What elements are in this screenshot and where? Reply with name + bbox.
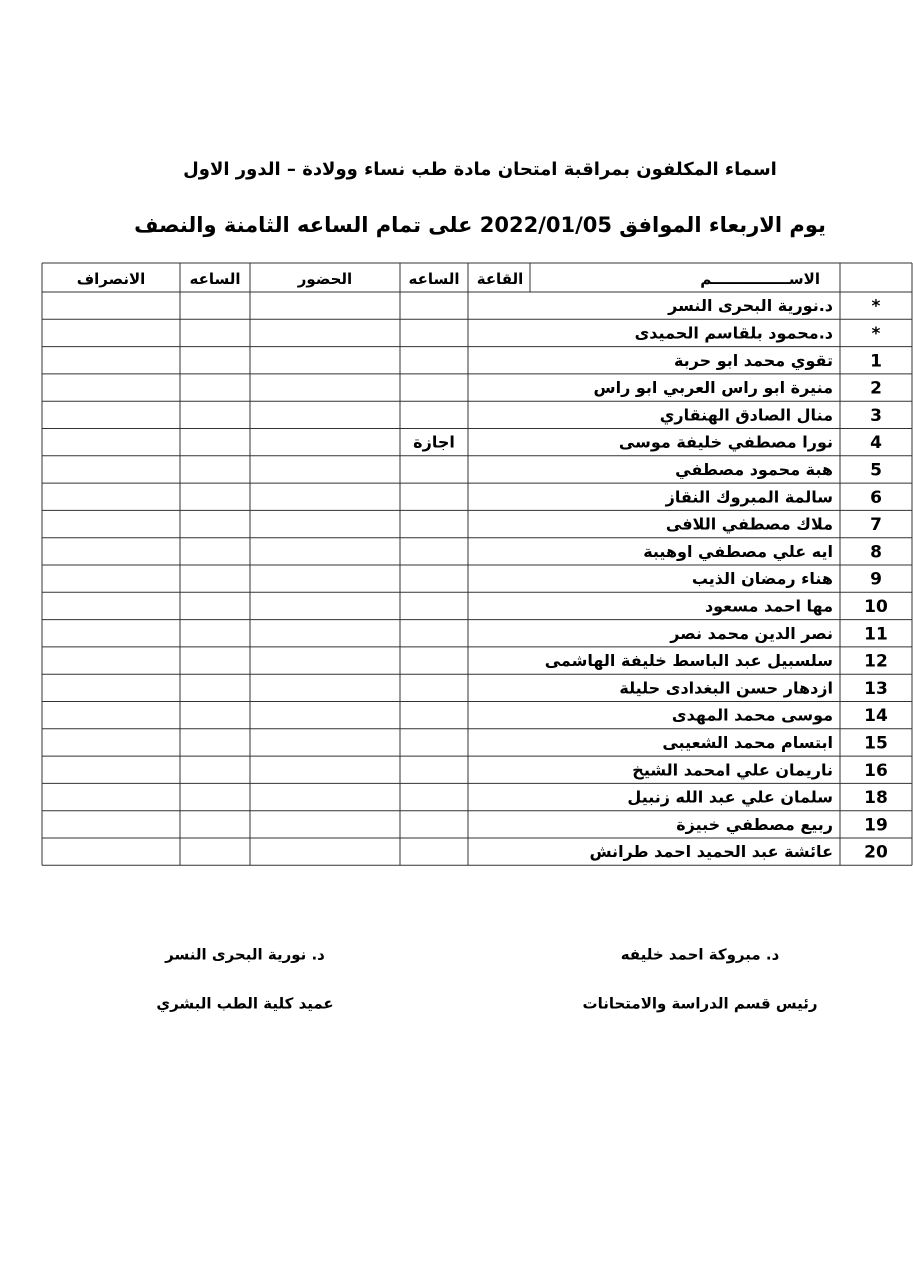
row-number: 16 bbox=[864, 761, 888, 781]
column-header: الساعه bbox=[189, 270, 240, 288]
row-number: * bbox=[872, 324, 881, 344]
row-number: 18 bbox=[864, 788, 888, 808]
proctor-name: تقوي محمد ابو حربة bbox=[674, 351, 833, 371]
proctor-name: هناء رمضان الذيب bbox=[692, 569, 833, 588]
column-header: الاســـــــــــــــم bbox=[700, 270, 820, 288]
column-header: الحضور bbox=[297, 270, 352, 288]
proctor-name: موسى محمد المهدى bbox=[672, 706, 833, 725]
signature-role: عميد كلية الطب البشري bbox=[156, 995, 333, 1014]
row-number: 2 bbox=[870, 379, 882, 399]
proctor-name: ابتسام محمد الشعيبى bbox=[662, 733, 833, 752]
row-number: 11 bbox=[864, 624, 888, 644]
row-number: 15 bbox=[864, 733, 888, 753]
row-number: 6 bbox=[870, 488, 882, 508]
row-number: 1 bbox=[870, 351, 882, 371]
proctor-name: نصر الدين محمد نصر bbox=[669, 624, 833, 643]
proctor-name: ملاك مصطفي اللافى bbox=[666, 515, 833, 535]
proctor-name: د.نورية البحرى النسر bbox=[667, 296, 833, 315]
proctor-name: سالمة المبروك النقاز bbox=[665, 487, 833, 506]
proctor-name: مها احمد مسعود bbox=[705, 596, 833, 615]
proctor-name: ايه علي مصطفي اوهيبة bbox=[643, 542, 833, 562]
proctor-name: سلسبيل عبد الباسط خليفة الهاشمى bbox=[545, 651, 833, 670]
row-number: 12 bbox=[864, 652, 888, 672]
note: اجازة bbox=[413, 433, 455, 452]
signature-name: د. نورية البحرى النسر bbox=[164, 946, 325, 964]
proctor-name: ربيع مصطفي خبيزة bbox=[676, 815, 833, 835]
proctor-name: هبة محمود مصطفي bbox=[675, 460, 833, 480]
row-number: 9 bbox=[870, 570, 882, 590]
row-number: 3 bbox=[870, 406, 882, 426]
row-number: 14 bbox=[864, 706, 888, 726]
proctor-name: عائشة عبد الحميد احمد طرانش bbox=[589, 842, 833, 861]
signature-role: رئيس قسم الدراسة والامتحانات bbox=[583, 995, 818, 1013]
row-number: 8 bbox=[870, 542, 882, 562]
subtitle: يوم الاربعاء الموافق 2022/01/05 على تمام… bbox=[134, 213, 826, 237]
column-header: الساعه bbox=[408, 270, 459, 288]
title: اسماء المكلفون بمراقبة امتحان مادة طب نس… bbox=[183, 159, 777, 180]
proctor-name: منال الصادق الهنقاري bbox=[660, 405, 833, 425]
row-number: 5 bbox=[870, 460, 882, 480]
proctor-name: ازدهار حسن البغدادى حليلة bbox=[619, 678, 833, 697]
row-number: * bbox=[872, 297, 881, 317]
proctor-name: د.محمود بلقاسم الحميدى bbox=[635, 323, 833, 342]
proctor-name: سلمان علي عبد الله زنبيل bbox=[627, 788, 833, 808]
row-number: 20 bbox=[864, 843, 888, 863]
column-header: الانصراف bbox=[77, 270, 146, 288]
signature-name: د. مبروكة احمد خليفه bbox=[621, 946, 780, 964]
row-number: 13 bbox=[864, 679, 888, 699]
proctor-name: منيرة ابو راس العربي ابو راس bbox=[594, 378, 833, 398]
proctor-name: ناريمان علي امحمد الشيخ bbox=[632, 760, 833, 780]
column-header: القاعة bbox=[477, 270, 524, 288]
row-number: 19 bbox=[864, 815, 888, 835]
row-number: 10 bbox=[864, 597, 888, 617]
row-number: 4 bbox=[870, 433, 882, 453]
table-grid bbox=[41, 262, 913, 866]
row-number: 7 bbox=[870, 515, 882, 535]
proctor-name: نورا مصطفي خليفة موسى bbox=[619, 433, 833, 453]
